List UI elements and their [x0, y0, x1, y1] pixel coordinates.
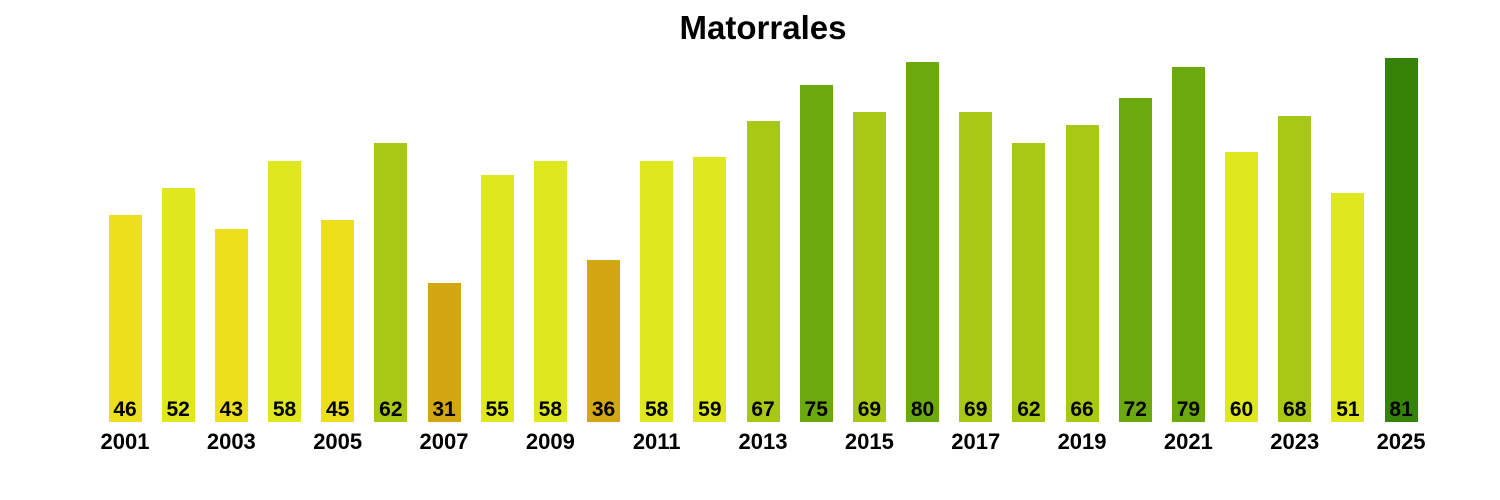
bar-value-label: 43 [219, 397, 243, 421]
bar-2015: 69 [852, 111, 886, 422]
x-tick-label: 2017 [951, 429, 1001, 454]
x-tick-label: 2015 [844, 429, 894, 454]
bar-value-label: 68 [1283, 397, 1307, 421]
bar-2019: 66 [1065, 125, 1099, 422]
bar-value-label: 75 [804, 397, 828, 421]
x-tick-label: 2023 [1270, 429, 1320, 454]
bar-value-label: 45 [325, 397, 350, 421]
x-tick-label: 2007 [419, 429, 469, 454]
x-tick-label: 2025 [1376, 429, 1426, 454]
bar-value-label: 52 [166, 397, 190, 421]
bar-2004: 58 [268, 161, 301, 422]
bar-2006: 62 [374, 143, 408, 422]
bar-value-label: 58 [645, 397, 669, 421]
bar-2009: 58 [533, 161, 567, 422]
bar-2024: 51 [1331, 192, 1365, 422]
bar-2013: 67 [746, 120, 780, 422]
x-tick-label: 2009 [525, 429, 575, 454]
bar-value-label: 79 [1176, 397, 1201, 421]
bar-value-label: 60 [1229, 397, 1254, 421]
x-tick-label: 2019 [1057, 429, 1107, 454]
chart-title: Matorrales [679, 9, 847, 46]
x-tick-label: 2001 [100, 429, 150, 454]
bar-value-label: 62 [379, 397, 403, 421]
bar-2016: 80 [906, 62, 940, 422]
x-tick-label: 2011 [632, 429, 681, 454]
bar-value-label: 67 [751, 397, 775, 421]
bar-value-label: 59 [698, 397, 722, 421]
bar-2023: 68 [1278, 116, 1312, 422]
bar-2020: 72 [1118, 98, 1152, 422]
bar-2022: 60 [1225, 152, 1259, 422]
bar-value-label: 80 [910, 397, 935, 421]
bar-value-label: 58 [272, 397, 297, 421]
bar-2025: 81 [1384, 57, 1418, 422]
bar-2018: 62 [1012, 143, 1046, 422]
bar-value-label: 72 [1123, 397, 1147, 421]
x-tick-label: 2005 [313, 429, 363, 454]
bar-2010: 36 [587, 260, 621, 422]
bar-2012: 59 [693, 156, 727, 422]
bar-2005: 45 [321, 219, 355, 422]
bar-value-label: 62 [1017, 397, 1041, 421]
bar-2001: 46 [108, 215, 142, 422]
bar-2007: 31 [427, 282, 461, 422]
bar-value-label: 81 [1389, 397, 1413, 421]
bar-value-label: 51 [1336, 397, 1360, 421]
x-tick-label: 2013 [738, 429, 788, 454]
bar-2014: 75 [799, 84, 833, 422]
bar-value-label: 69 [857, 397, 882, 421]
bar-2002: 52 [161, 188, 195, 422]
bar-2003: 43 [214, 228, 248, 422]
bar-value-label: 46 [113, 397, 137, 421]
bar-value-label: 58 [538, 397, 563, 421]
bar-value-label: 31 [432, 397, 456, 421]
bar-2017: 69 [959, 111, 993, 422]
bar-value-label: 69 [964, 397, 988, 421]
bar-2008: 55 [480, 174, 514, 422]
x-tick-label: 2003 [206, 429, 256, 454]
bar-value-label: 55 [485, 397, 509, 421]
bar-value-label: 66 [1070, 397, 1094, 421]
bar-2021: 79 [1171, 66, 1205, 422]
bar-2011: 58 [640, 161, 674, 422]
bar-value-label: 36 [591, 397, 616, 421]
x-tick-label: 2021 [1163, 429, 1213, 454]
